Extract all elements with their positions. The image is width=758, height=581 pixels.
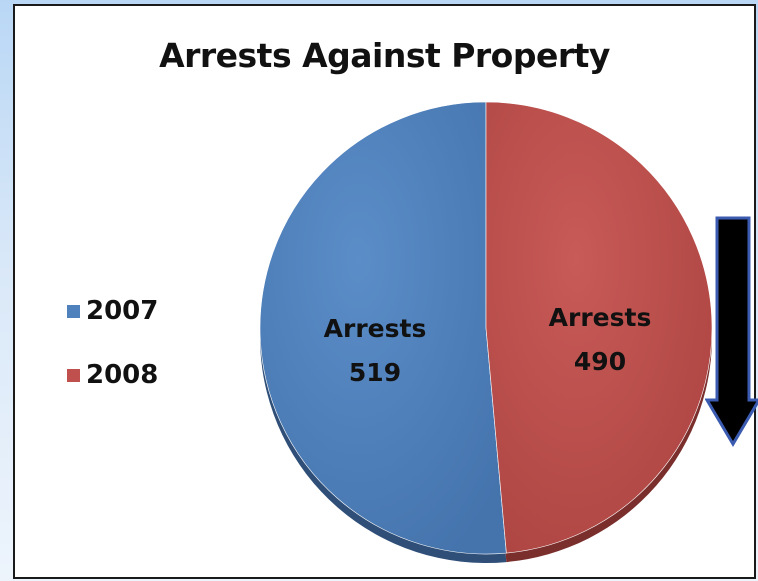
legend-label-2008: 2008 xyxy=(86,360,159,390)
legend-label-2007: 2007 xyxy=(86,296,159,326)
slice-label-value-2008: 490 xyxy=(574,347,626,376)
legend: 2007 2008 xyxy=(67,295,158,423)
chart-area: Arrests Against Property 2007 2008 Arres… xyxy=(13,4,758,579)
pie-slice-2007 xyxy=(259,101,507,555)
slice-label-name-2008: Arrests xyxy=(549,303,652,332)
legend-swatch-2007 xyxy=(67,304,80,318)
chart-title: Arrests Against Property xyxy=(159,36,610,75)
slice-label-value-2007: 519 xyxy=(349,358,401,387)
legend-item-2007: 2007 xyxy=(67,295,158,327)
slice-label-name-2007: Arrests xyxy=(324,314,427,343)
pie-labels: Arrests 519 Arrests 490 xyxy=(324,303,652,387)
legend-swatch-2008 xyxy=(67,368,80,382)
pie-chart: Arrests 519 Arrests 490 xyxy=(259,101,713,563)
pie-slice-2008 xyxy=(485,101,713,554)
legend-item-2008: 2008 xyxy=(67,359,158,391)
down-arrow-icon xyxy=(705,216,758,447)
pie-slices xyxy=(259,101,713,555)
